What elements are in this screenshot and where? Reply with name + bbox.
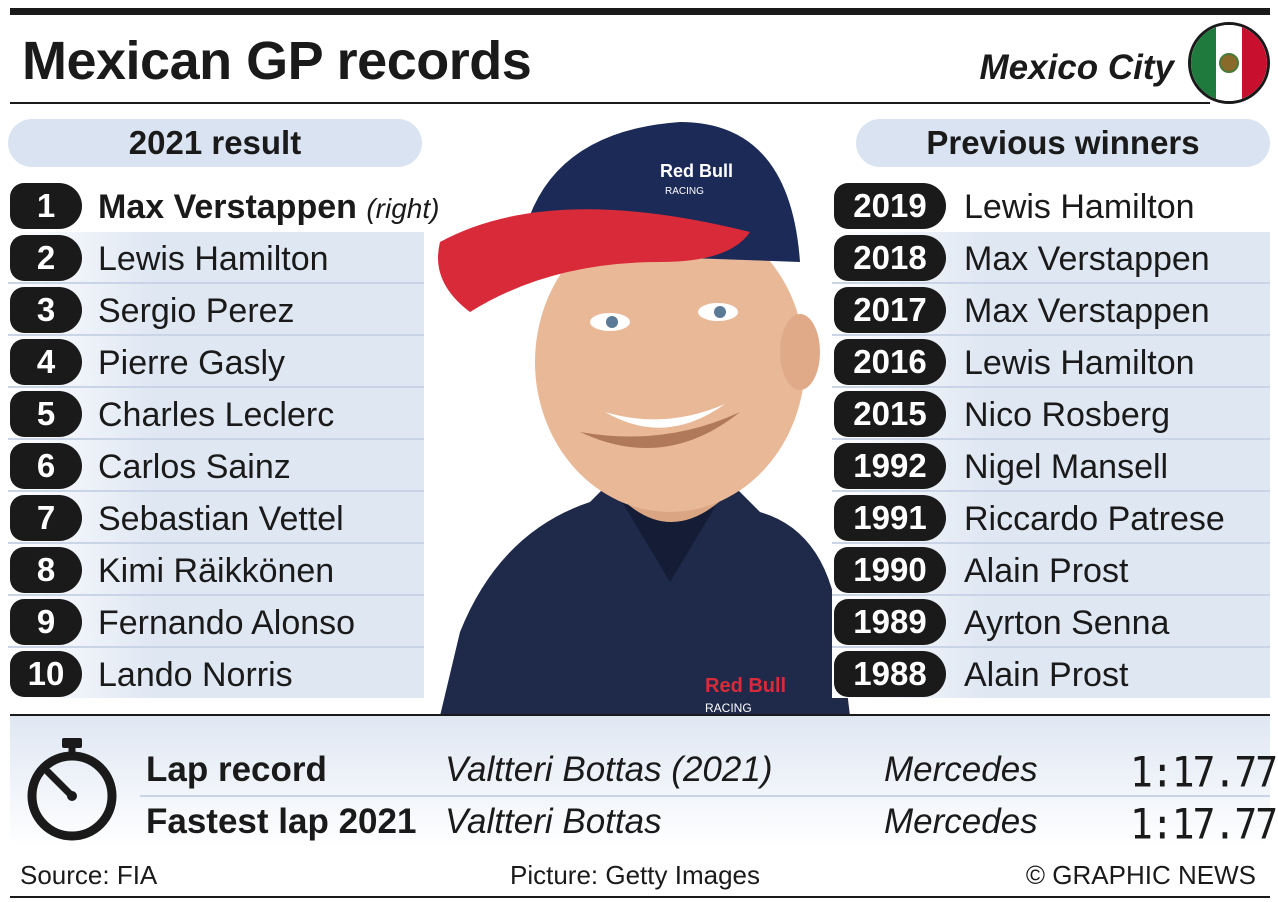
stopwatch-icon <box>27 738 117 841</box>
driver-name: Sergio Perez <box>98 292 295 330</box>
winner-row: 2015 Nico Rosberg <box>832 388 1270 440</box>
winner-name: Alain Prost <box>964 656 1129 694</box>
photo-note: (right) <box>366 193 440 224</box>
driver-name: Charles Leclerc <box>98 396 335 434</box>
year-badge: 1988 <box>834 651 946 697</box>
winner-row: 1991 Riccardo Patrese <box>832 492 1270 544</box>
winner-row: 2018 Max Verstappen <box>832 232 1270 284</box>
position-badge: 2 <box>10 235 82 281</box>
winner-name: Nigel Mansell <box>964 448 1169 486</box>
result-row-10: 10 Lando Norris <box>8 648 424 698</box>
winner-name: Alain Prost <box>964 552 1129 590</box>
records-divider <box>140 795 1270 797</box>
footer-rule <box>10 896 1270 898</box>
year-badge: 2015 <box>834 391 946 437</box>
driver-name: Fernando Alonso <box>98 604 356 642</box>
winner-row: 1988 Alain Prost <box>832 648 1270 698</box>
result-header: 2021 result <box>8 119 422 167</box>
winner-row: 2019 Lewis Hamilton <box>832 180 1270 230</box>
year-badge: 1992 <box>834 443 946 489</box>
driver-name: Max Verstappen (right) <box>98 188 440 226</box>
year-badge: 2019 <box>834 183 946 229</box>
result-row-5: 5 Charles Leclerc <box>8 388 424 440</box>
svg-text:Red Bull: Red Bull <box>705 675 786 697</box>
position-badge: 4 <box>10 339 82 385</box>
lap-record-time: 1:17.774 <box>1130 747 1278 797</box>
result-row-4: 4 Pierre Gasly <box>8 336 424 388</box>
lap-record-label: Lap record <box>146 750 327 789</box>
result-row-2: 2 Lewis Hamilton <box>8 232 424 284</box>
picture-credit: Picture: Getty Images <box>510 860 760 890</box>
result-row-7: 7 Sebastian Vettel <box>8 492 424 544</box>
records-top-rule <box>10 714 1270 716</box>
year-badge: 2016 <box>834 339 946 385</box>
driver-name: Sebastian Vettel <box>98 500 344 538</box>
position-badge: 5 <box>10 391 82 437</box>
lap-record-team: Mercedes <box>884 750 1038 789</box>
result-row-9: 9 Fernando Alonso <box>8 596 424 648</box>
top-rule <box>10 8 1270 15</box>
position-badge: 3 <box>10 287 82 333</box>
driver-photo: Red Bull RACING Red Bull RACING <box>438 122 850 716</box>
winner-row: 1990 Alain Prost <box>832 544 1270 596</box>
position-badge: 1 <box>10 183 82 229</box>
position-badge: 9 <box>10 599 82 645</box>
winner-name: Max Verstappen <box>964 292 1210 330</box>
winner-name: Lewis Hamilton <box>964 188 1195 226</box>
winner-name: Nico Rosberg <box>964 396 1170 434</box>
records-panel <box>10 716 1270 848</box>
svg-text:RACING: RACING <box>705 701 752 715</box>
result-row-6: 6 Carlos Sainz <box>8 440 424 492</box>
driver-name: Lando Norris <box>98 656 293 694</box>
year-badge: 2018 <box>834 235 946 281</box>
source-credit: Source: FIA <box>20 860 158 890</box>
location-label: Mexico City <box>979 48 1175 87</box>
svg-text:Red Bull: Red Bull <box>660 161 733 181</box>
winner-row: 1989 Ayrton Senna <box>832 596 1270 648</box>
driver-name: Pierre Gasly <box>98 344 286 382</box>
winner-row: 1992 Nigel Mansell <box>832 440 1270 492</box>
winner-name: Ayrton Senna <box>964 604 1170 642</box>
position-badge: 8 <box>10 547 82 593</box>
mexico-flag-icon <box>1188 22 1270 104</box>
winner-row: 2017 Max Verstappen <box>832 284 1270 336</box>
driver-name: Kimi Räikkönen <box>98 552 335 590</box>
driver-name: Lewis Hamilton <box>98 240 329 278</box>
winner-row: 2016 Lewis Hamilton <box>832 336 1270 388</box>
winner-name: Lewis Hamilton <box>964 344 1195 382</box>
winners-header: Previous winners <box>856 119 1270 167</box>
title-rule <box>10 102 1210 104</box>
year-badge: 1991 <box>834 495 946 541</box>
fastest-lap-time: 1:17.774 <box>1130 799 1278 849</box>
driver-name: Carlos Sainz <box>98 448 291 486</box>
position-badge: 7 <box>10 495 82 541</box>
svg-text:RACING: RACING <box>665 186 704 197</box>
winner-name: Max Verstappen <box>964 240 1210 278</box>
position-badge: 10 <box>10 651 82 697</box>
fastest-lap-team: Mercedes <box>884 802 1038 841</box>
page-title: Mexican GP records <box>22 31 532 91</box>
lap-record-driver: Valtteri Bottas (2021) <box>445 750 773 789</box>
year-badge: 1990 <box>834 547 946 593</box>
result-row-3: 3 Sergio Perez <box>8 284 424 336</box>
winner-name: Riccardo Patrese <box>964 500 1225 538</box>
result-row-8: 8 Kimi Räikkönen <box>8 544 424 596</box>
fastest-lap-label: Fastest lap 2021 <box>146 802 417 841</box>
year-badge: 1989 <box>834 599 946 645</box>
year-badge: 2017 <box>834 287 946 333</box>
result-row-1: 1 Max Verstappen (right) <box>8 180 439 230</box>
fastest-lap-driver: Valtteri Bottas <box>445 802 662 841</box>
position-badge: 6 <box>10 443 82 489</box>
copyright: © GRAPHIC NEWS <box>1025 860 1256 890</box>
